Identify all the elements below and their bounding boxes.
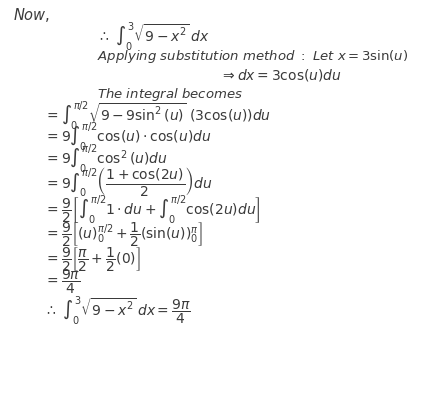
Text: $= 9\int_0^{\pi/2}\left(\dfrac{1+\cos(2u)}{2}\right)du$: $= 9\int_0^{\pi/2}\left(\dfrac{1+\cos(2u… [44, 165, 213, 199]
Text: $\mathit{Applying\ substitution\ method\ :\ Let}\ x = 3\sin(u)$: $\mathit{Applying\ substitution\ method\… [97, 48, 408, 65]
Text: $= 9\int_0^{\pi/2}\cos(u) \cdot \cos(u)du$: $= 9\int_0^{\pi/2}\cos(u) \cdot \cos(u)d… [44, 121, 212, 153]
Text: $\Rightarrow dx = 3\cos(u)du$: $\Rightarrow dx = 3\cos(u)du$ [220, 67, 342, 83]
Text: $\therefore\ \int_0^3 \sqrt{9 - x^2}\,dx = \dfrac{9\pi}{4}$: $\therefore\ \int_0^3 \sqrt{9 - x^2}\,dx… [44, 294, 191, 327]
Text: $= \dfrac{9\pi}{4}$: $= \dfrac{9\pi}{4}$ [44, 268, 81, 297]
Text: $= \dfrac{9}{2}\left[\int_0^{\pi/2}1\cdot du + \int_0^{\pi/2}\cos(2u)du\right]$: $= \dfrac{9}{2}\left[\int_0^{\pi/2}1\cdo… [44, 193, 261, 226]
Text: $\therefore\ \int_0^3 \sqrt{9 - x^2}\,dx$: $\therefore\ \int_0^3 \sqrt{9 - x^2}\,dx… [97, 21, 209, 53]
Text: $= \dfrac{9}{2}\left[(u)_0^{\pi/2} + \dfrac{1}{2}(\sin(u))_0^{\pi}\right]$: $= \dfrac{9}{2}\left[(u)_0^{\pi/2} + \df… [44, 221, 203, 249]
Text: $= \dfrac{9}{2}\left[\dfrac{\pi}{2} + \dfrac{1}{2}(0)\right]$: $= \dfrac{9}{2}\left[\dfrac{\pi}{2} + \d… [44, 245, 141, 274]
Text: $= 9\int_0^{\pi/2}\cos^2(u)du$: $= 9\int_0^{\pi/2}\cos^2(u)du$ [44, 142, 168, 175]
Text: $\mathit{Now,}$: $\mathit{Now,}$ [13, 6, 50, 24]
Text: $\mathit{The\ integral\ becomes}$: $\mathit{The\ integral\ becomes}$ [97, 86, 243, 102]
Text: $= \int_0^{\pi/2} \sqrt{9 - 9\sin^2(u)}\ (3\cos(u))du$: $= \int_0^{\pi/2} \sqrt{9 - 9\sin^2(u)}\… [44, 99, 271, 131]
